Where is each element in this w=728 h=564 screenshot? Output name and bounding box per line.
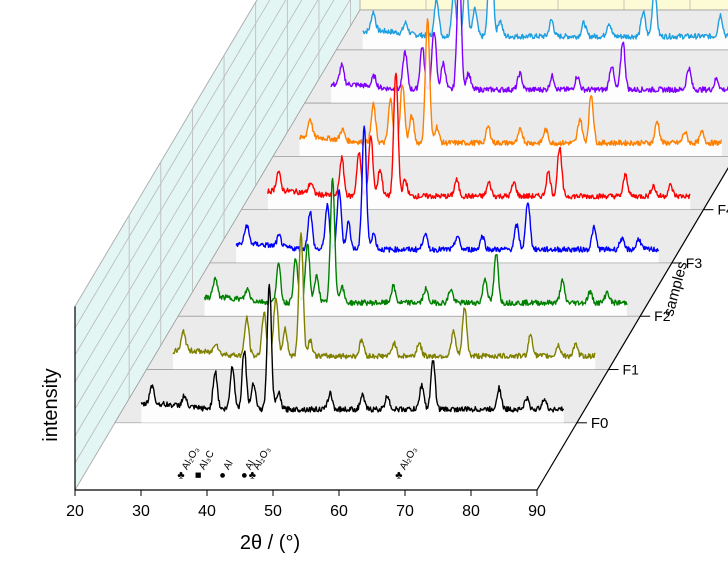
phase-annotation: ♣Al₂O₃ — [395, 445, 420, 481]
spectrum-line-F0 — [140, 283, 565, 413]
series-curves: F7F6F5F4F3F2F1F0 — [114, 0, 728, 432]
phase-annotations: ♣Al₂O₃■Al₃C●Al●Al♣Al₂O₃♣Al₂O₃ — [177, 445, 419, 481]
spectrum-line-F4 — [267, 72, 691, 200]
series-label-F1: F1 — [623, 362, 640, 378]
spectrum-line-F3 — [235, 125, 660, 253]
spectrum-line-F2 — [203, 177, 628, 307]
side-wall-gridline — [74, 0, 287, 356]
spectrum-line-F6 — [330, 0, 728, 94]
y-axis-label: intensity — [40, 368, 62, 441]
x-tick-label: 40 — [198, 503, 216, 520]
series-label-F4: F4 — [717, 202, 728, 218]
x-tick-label: 90 — [528, 503, 546, 520]
phase-marker: ♣ — [177, 469, 184, 481]
gridlines — [74, 0, 691, 464]
series-label-F0: F0 — [591, 415, 609, 432]
x-tick-label: 30 — [132, 503, 150, 520]
curve-occluder — [331, 0, 728, 104]
depth-axis-line — [536, 167, 728, 491]
phase-label: Al₂O₃ — [398, 445, 420, 472]
x-axis-label: 2θ / (°) — [240, 532, 300, 554]
x-tick-label: 70 — [396, 503, 414, 520]
side-wall-gridline — [74, 0, 335, 437]
phase-annotation: ♣Al₂O₃ — [249, 445, 274, 481]
series-label-F3: F3 — [686, 255, 703, 271]
series-F6: F6 — [304, 0, 728, 104]
x-tick-label: 50 — [264, 503, 282, 520]
spectrum-line-F1 — [172, 232, 596, 360]
back-wall — [359, 0, 728, 11]
phase-marker: ♣ — [395, 469, 402, 481]
phase-marker: ♣ — [249, 469, 256, 481]
x-tick-label: 80 — [462, 503, 480, 520]
phase-label: Al₂O₃ — [251, 445, 273, 472]
spectrum-line-F5 — [298, 18, 722, 147]
phase-annotation: ●Al — [219, 459, 235, 482]
series-label-F2: F2 — [654, 308, 671, 324]
x-tick-label: 60 — [330, 503, 348, 520]
side-wall-gridline — [74, 0, 271, 329]
side-wall-gridline — [74, 0, 303, 383]
phase-marker: ■ — [195, 469, 202, 481]
x-tick-label: 20 — [66, 503, 84, 520]
side-wall-gridline — [74, 0, 351, 464]
axes: 20 30 40 50 60 70 80 90 — [66, 167, 728, 520]
phase-marker: ● — [219, 469, 226, 481]
side-wall-gridline — [74, 0, 319, 410]
phase-marker: ● — [241, 469, 248, 481]
spectrum-line-F7 — [362, 0, 728, 40]
